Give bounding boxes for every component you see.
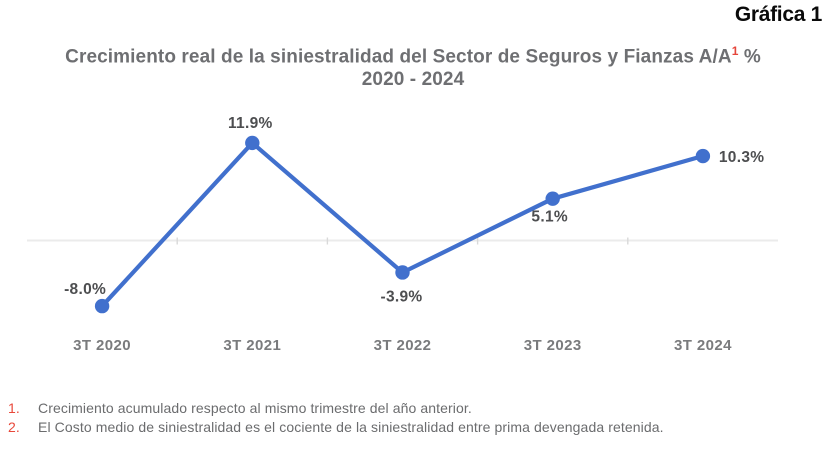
footnote-text: El Costo medio de siniestralidad es el c… <box>38 418 664 435</box>
chart-title: Crecimiento real de la siniestralidad de… <box>0 40 826 91</box>
data-point <box>545 191 560 206</box>
data-point-label: 11.9% <box>228 115 273 132</box>
footnote-number: 1. <box>8 400 20 416</box>
x-axis-label: 3T 2024 <box>674 337 732 354</box>
chart-title-percent-suffix: % <box>738 46 761 68</box>
footnote-item: 1. Crecimiento acumulado respecto al mis… <box>8 399 820 418</box>
data-point <box>94 298 110 314</box>
chart-title-line2: 2020 - 2024 <box>361 69 465 91</box>
data-point <box>245 135 260 151</box>
data-point <box>695 148 711 164</box>
x-axis-label: 3T 2021 <box>223 337 281 354</box>
footnotes: 1. Crecimiento acumulado respecto al mis… <box>8 399 820 436</box>
data-point-label: 10.3% <box>719 149 764 166</box>
footnote-item: 2. El Costo medio de siniestralidad es e… <box>8 418 820 437</box>
data-point-label: -3.9% <box>381 288 423 305</box>
series-line <box>99 140 706 309</box>
x-axis-label: 3T 2023 <box>524 337 582 354</box>
data-point <box>395 265 410 280</box>
footnote-text: Crecimiento acumulado respecto al mismo … <box>38 400 472 416</box>
figure-number-label: Gráfica 1 <box>734 3 822 26</box>
data-point-label: -8.0% <box>64 281 106 298</box>
x-axis-label: 3T 2022 <box>374 337 432 354</box>
data-point-label: 5.1% <box>531 209 568 226</box>
x-axis-label: 3T 2020 <box>73 337 131 354</box>
chart-title-text: Crecimiento real de la siniestralidad de… <box>65 46 732 68</box>
chart-title-footnote-marker: 1 <box>731 44 739 58</box>
footnote-number: 2. <box>8 418 20 435</box>
chart-title-line1: Crecimiento real de la siniestralidad de… <box>0 40 826 68</box>
